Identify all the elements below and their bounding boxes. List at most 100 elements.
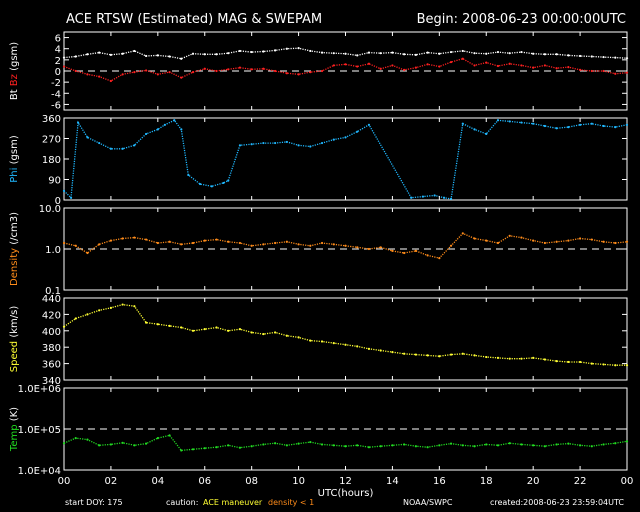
bz-point xyxy=(555,67,558,70)
temp-point xyxy=(578,444,582,447)
bt-point xyxy=(449,50,453,54)
bz-point xyxy=(133,71,136,74)
x-tick-label: 00 xyxy=(621,476,634,487)
chart-title: ACE RTSW (Estimated) MAG & SWEPAM xyxy=(66,12,322,27)
density-point xyxy=(86,251,89,255)
density-point xyxy=(543,241,546,245)
density-ylabel: Density (/cm3) xyxy=(9,212,20,286)
bt-point xyxy=(121,52,124,55)
bt-point xyxy=(567,54,570,57)
temp-point xyxy=(520,443,523,446)
speed-point xyxy=(109,306,113,309)
phi-point xyxy=(485,132,488,136)
speed-point xyxy=(238,328,242,331)
temp-point xyxy=(403,443,406,446)
temp-point xyxy=(309,440,312,444)
temp-point xyxy=(567,442,570,445)
speed-point xyxy=(250,331,253,334)
phi-point xyxy=(163,123,166,126)
bz-series-line xyxy=(63,57,628,82)
bz-point xyxy=(274,69,277,73)
bz-point xyxy=(367,62,371,65)
x-tick-label: 14 xyxy=(386,476,399,487)
speed-ylabel-part: (km/s) xyxy=(9,306,20,341)
temp-point xyxy=(215,446,218,449)
temp-point xyxy=(320,443,324,446)
speed-point xyxy=(309,339,312,342)
temp-point xyxy=(74,436,77,440)
ace-maneuver-label: ACE maneuver xyxy=(203,498,263,507)
density-point xyxy=(508,234,511,237)
speed-point xyxy=(98,309,101,312)
phi-point xyxy=(222,181,225,185)
bt-point xyxy=(332,52,335,55)
phi-point xyxy=(320,141,324,145)
speed-point xyxy=(508,357,511,360)
phi-point xyxy=(442,196,446,199)
temp-point xyxy=(191,448,195,451)
temp-point xyxy=(438,444,441,447)
x-axis: 00 02 04 06 08 10 12 14 16 18 20 22 00UTC(hours) xyxy=(58,32,634,499)
bt-point xyxy=(109,53,113,56)
density-point xyxy=(297,243,300,246)
temp-point xyxy=(133,444,136,447)
start-doy: start DOY: 175 xyxy=(65,498,123,507)
density-ylabel-part: (/cm3) xyxy=(9,212,20,248)
phi-tick-label: 360 xyxy=(42,114,61,125)
bt-point xyxy=(145,54,148,58)
bz-point xyxy=(414,66,417,69)
density-point xyxy=(180,243,183,246)
temp-point xyxy=(391,444,394,447)
density-point xyxy=(320,241,324,245)
temp-point xyxy=(227,444,230,447)
speed-point xyxy=(215,326,218,329)
temp-point xyxy=(532,444,535,447)
bt-point xyxy=(532,52,535,55)
bz-point xyxy=(379,67,382,70)
bt-point xyxy=(590,55,593,58)
bz-point xyxy=(180,76,183,79)
density-point xyxy=(344,244,347,247)
temp-point xyxy=(414,445,417,448)
bz-point xyxy=(297,73,300,76)
density-point xyxy=(414,249,417,252)
phi-frame xyxy=(63,117,628,201)
bz-point xyxy=(438,65,441,68)
bt-point xyxy=(367,51,371,54)
temp-point xyxy=(250,445,253,448)
bz-point xyxy=(356,65,359,68)
mag-tick-label: 0 xyxy=(55,67,61,78)
speed-point xyxy=(227,329,230,332)
speed-series-line xyxy=(63,303,627,366)
speed-point xyxy=(520,357,523,360)
bz-point xyxy=(391,64,394,67)
phi-point xyxy=(332,138,335,141)
bz-point xyxy=(344,63,347,66)
speed-frame xyxy=(63,297,628,381)
bz-point xyxy=(238,66,242,69)
temp-ylabel: Temp (K) xyxy=(9,407,20,452)
mag-ylabel: Bt Bz (gsm) xyxy=(9,42,20,100)
bt-point xyxy=(602,55,605,59)
temp-series-line xyxy=(63,434,628,452)
speed-point xyxy=(297,336,300,339)
phi-point xyxy=(187,173,190,177)
density-point xyxy=(578,237,582,240)
bz-point xyxy=(320,69,324,73)
phi-tick-label: 90 xyxy=(48,176,61,187)
temp-tick-label: 1.0E+04 xyxy=(18,466,61,477)
density-point xyxy=(121,237,124,240)
bt-point xyxy=(414,53,417,56)
speed-point xyxy=(86,313,89,316)
speed-point xyxy=(391,351,394,354)
temp-point xyxy=(555,443,558,446)
phi-point xyxy=(238,144,242,147)
phi-tick-label: 270 xyxy=(42,135,61,146)
phi-point xyxy=(309,145,312,148)
phi-point xyxy=(198,182,202,186)
density-point xyxy=(391,249,394,252)
density-point xyxy=(168,240,171,243)
temp-point xyxy=(379,445,382,448)
x-tick-label: 16 xyxy=(433,476,446,487)
speed-point xyxy=(555,360,558,363)
